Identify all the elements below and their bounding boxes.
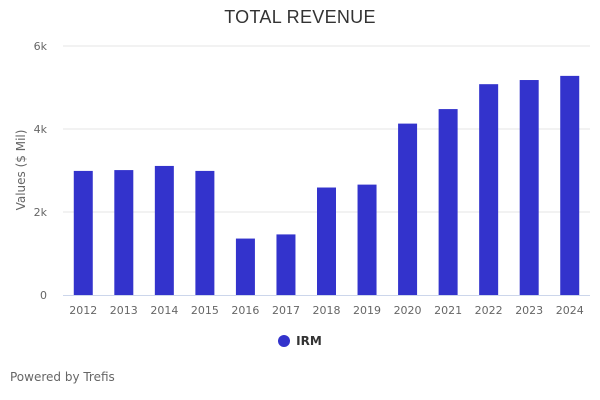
legend: IRM <box>0 334 600 348</box>
grid-lines <box>63 45 590 213</box>
legend-marker-icon <box>278 335 291 347</box>
x-tick-label: 2019 <box>353 304 381 317</box>
x-tick-label: 2023 <box>515 304 543 317</box>
bar-2019[interactable] <box>357 184 377 295</box>
x-tick-label: 2017 <box>272 304 300 317</box>
bar-2024[interactable] <box>560 75 580 295</box>
y-axis-label: Values ($ Mil) <box>14 130 28 211</box>
bar-2021[interactable] <box>438 109 458 295</box>
x-tick-label: 2020 <box>394 304 422 317</box>
y-tick-label: 0 <box>40 289 47 302</box>
bar-2014[interactable] <box>154 165 174 295</box>
y-tick-label: 2k <box>34 206 48 219</box>
x-tick-label: 2013 <box>110 304 138 317</box>
x-tick-label: 2014 <box>150 304 178 317</box>
y-tick-label: 4k <box>34 123 48 136</box>
y-tick-label: 6k <box>34 40 48 53</box>
bar-2023[interactable] <box>519 80 539 295</box>
bars <box>73 75 580 296</box>
y-axis-ticks: 0 2k 4k 6k <box>34 40 48 302</box>
bar-2020[interactable] <box>398 123 418 295</box>
bar-2013[interactable] <box>114 170 134 295</box>
x-tick-label: 2012 <box>69 304 97 317</box>
legend-item-irm[interactable]: IRM <box>278 334 322 348</box>
bar-2017[interactable] <box>276 234 296 295</box>
x-tick-label: 2021 <box>434 304 462 317</box>
x-tick-label: 2018 <box>313 304 341 317</box>
chart-title: TOTAL REVENUE <box>224 7 376 27</box>
bar-2016[interactable] <box>235 238 255 295</box>
credit-text: Powered by Trefis <box>10 370 115 384</box>
x-tick-label: 2016 <box>231 304 259 317</box>
x-tick-label: 2022 <box>475 304 503 317</box>
bar-2022[interactable] <box>479 84 499 296</box>
x-tick-label: 2015 <box>191 304 219 317</box>
legend-label: IRM <box>296 334 322 348</box>
x-axis-ticks: 2012 2013 2014 2015 2016 2017 2018 2019 2020 2021… <box>69 304 583 317</box>
bar-2012[interactable] <box>73 170 93 295</box>
x-tick-label: 2024 <box>556 304 584 317</box>
bar-2018[interactable] <box>317 187 336 295</box>
bar-2015[interactable] <box>195 170 215 295</box>
